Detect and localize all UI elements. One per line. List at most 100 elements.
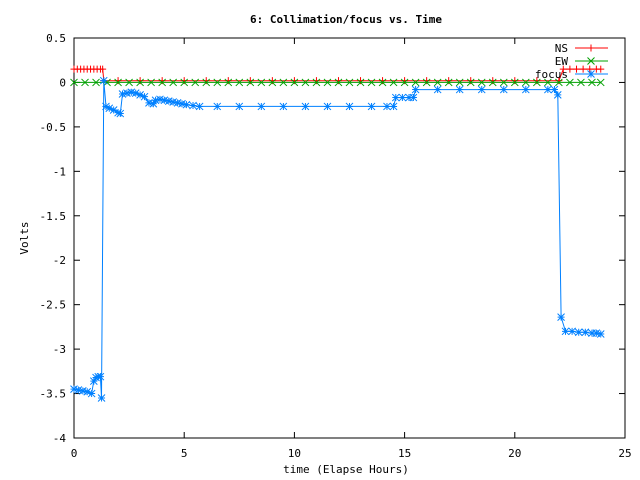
data-point-focus <box>195 102 204 111</box>
data-point-ew <box>345 78 354 87</box>
data-point-focus <box>127 88 136 97</box>
data-point-ns <box>566 65 574 73</box>
data-point-focus <box>74 386 83 394</box>
data-point-focus <box>345 102 354 111</box>
y-tick-label: -1 <box>53 165 66 178</box>
y-tick-label: -2.5 <box>40 299 67 312</box>
data-point-focus <box>389 102 398 111</box>
data-point-focus <box>235 102 244 111</box>
data-point-ew <box>356 78 365 87</box>
x-tick-label: 15 <box>398 447 411 460</box>
data-point-ew <box>257 78 266 87</box>
data-point-focus <box>588 329 596 337</box>
data-point-focus <box>96 372 105 381</box>
data-point-focus <box>78 387 87 395</box>
data-point-ew <box>455 78 464 87</box>
data-point-focus <box>97 394 106 402</box>
data-point-ew <box>213 78 222 87</box>
data-point-focus <box>433 85 442 94</box>
data-point-focus <box>140 92 149 101</box>
data-point-ew <box>466 78 475 87</box>
x-tick-label: 10 <box>288 447 301 460</box>
data-point-ew <box>235 78 244 87</box>
data-point-ew <box>532 78 541 87</box>
data-point-ew <box>544 78 552 87</box>
data-point-ew <box>521 78 530 87</box>
data-point-ew <box>323 78 332 87</box>
data-point-focus <box>105 104 114 113</box>
series-ew <box>70 78 605 87</box>
data-point-ew <box>378 78 387 87</box>
data-point-focus <box>398 93 407 102</box>
data-point-ew <box>202 78 211 87</box>
data-point-focus <box>89 377 98 385</box>
data-point-ew <box>158 78 167 87</box>
data-point-focus <box>409 93 418 102</box>
data-point-ew <box>81 78 89 87</box>
data-point-ew <box>555 78 563 87</box>
data-point-ew <box>301 78 310 87</box>
data-point-focus <box>149 99 158 108</box>
data-point-focus <box>553 91 562 99</box>
data-point-ew <box>400 78 409 87</box>
data-point-focus <box>92 373 100 382</box>
data-point-focus <box>160 96 169 105</box>
data-point-focus <box>581 328 590 337</box>
legend-marker-focus <box>587 70 595 78</box>
y-tick-label: -1.5 <box>40 210 67 223</box>
data-point-focus <box>391 93 400 102</box>
data-point-ew <box>147 78 155 87</box>
y-tick-label: 0 <box>59 76 66 89</box>
x-tick-label: 25 <box>618 447 631 460</box>
data-point-ns <box>573 65 581 73</box>
series-layer <box>70 65 605 402</box>
data-point-focus <box>257 102 266 111</box>
data-point-focus <box>136 91 144 99</box>
data-point-focus <box>114 108 122 117</box>
y-tick-label: -4 <box>53 432 67 445</box>
y-tick-label: -2 <box>53 254 66 267</box>
data-point-ew <box>477 78 486 87</box>
chart-title: 6: Collimation/focus vs. Time <box>250 13 442 26</box>
data-point-ew <box>433 78 442 87</box>
data-point-focus <box>213 102 222 111</box>
data-point-focus <box>116 109 125 118</box>
data-point-ew <box>411 78 420 87</box>
data-point-focus <box>182 100 191 109</box>
y-tick-label: 0.5 <box>46 32 66 45</box>
data-point-ew <box>224 78 233 87</box>
y-tick-label: -0.5 <box>40 121 67 134</box>
data-point-ew <box>334 78 343 87</box>
legend-label-ns: NS <box>555 42 568 55</box>
data-point-focus <box>70 385 78 393</box>
y-tick-label: -3.5 <box>40 388 67 401</box>
data-point-ew <box>577 78 585 87</box>
data-point-focus <box>279 102 288 111</box>
data-point-focus <box>83 387 92 396</box>
data-point-focus <box>411 85 420 94</box>
data-point-focus <box>592 329 601 337</box>
data-point-focus <box>568 327 576 336</box>
data-point-ew <box>125 78 133 87</box>
data-point-focus <box>123 89 131 97</box>
data-point-ew <box>596 78 605 87</box>
series-line-focus <box>73 80 601 399</box>
data-point-focus <box>169 98 178 106</box>
data-point-ew <box>566 78 574 87</box>
plot-frame <box>73 37 626 439</box>
data-point-ns <box>99 65 107 73</box>
data-point-ew <box>510 78 519 87</box>
data-point-ew <box>114 78 122 87</box>
data-point-ns <box>559 65 567 73</box>
series-line-ns <box>74 68 601 82</box>
data-point-focus <box>323 102 332 111</box>
data-point-ns <box>597 65 605 73</box>
data-point-ns <box>579 65 587 73</box>
data-point-focus <box>131 89 140 97</box>
x-axis-label: time (Elapse Hours) <box>283 463 409 476</box>
data-point-ew <box>191 78 200 87</box>
legend-marker-ew <box>587 57 595 65</box>
data-point-ew <box>70 78 78 87</box>
x-tick-label: 20 <box>508 447 521 460</box>
